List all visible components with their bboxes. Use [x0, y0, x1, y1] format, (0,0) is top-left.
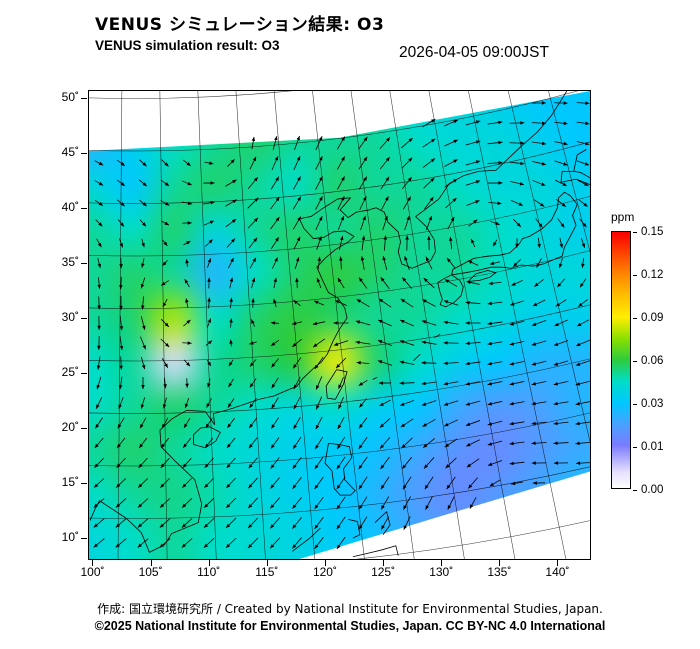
colorbar-tick [633, 361, 637, 362]
lat-tick-label: 35˚ [61, 254, 79, 269]
lon-tick [499, 560, 501, 566]
lat-tick [81, 97, 87, 99]
lat-tick [81, 152, 87, 154]
o3-field-canvas [89, 91, 590, 559]
lon-tick [266, 560, 268, 566]
page-title-english: VENUS simulation result: O3 [95, 38, 280, 53]
lat-tick-label: 30˚ [61, 309, 79, 324]
colorbar-units-label: ppm [611, 210, 635, 224]
colorbar-tick-label: 0.09 [641, 311, 664, 324]
colorbar-tick-label: 0.06 [641, 355, 664, 367]
lon-tick-label: 110˚ [197, 565, 221, 579]
lat-tick [81, 262, 87, 264]
colorbar-tick [633, 275, 637, 276]
page-title-japanese: VENUS シミュレーション結果: O3 [95, 15, 385, 35]
lon-tick [441, 560, 443, 566]
lon-tick-label: 105˚ [138, 565, 163, 579]
colorbar-tick [633, 446, 637, 448]
lat-tick [81, 483, 87, 485]
lat-tick [81, 317, 87, 319]
lon-tick [324, 560, 326, 566]
lat-tick-label: 20˚ [61, 419, 79, 434]
lon-tick-label: 130˚ [429, 565, 454, 579]
lat-tick-label: 25˚ [61, 364, 79, 379]
lon-tick [383, 560, 385, 566]
lon-tick-label: 100˚ [80, 565, 105, 579]
lat-tick [81, 372, 87, 374]
colorbar-gradient [611, 231, 631, 489]
lat-tick [81, 207, 87, 209]
lat-tick-label: 15˚ [61, 475, 79, 490]
valid-time-label: 2026-04-05 09:00JST [399, 44, 549, 61]
colorbar [611, 231, 631, 489]
lon-tick-label: 125˚ [371, 565, 396, 579]
colorbar-tick-label: 0.03 [641, 398, 664, 410]
colorbar-tick [633, 317, 637, 319]
colorbar-tick [633, 490, 637, 491]
lon-tick-label: 140˚ [545, 565, 570, 579]
lon-tick-label: 120˚ [312, 565, 337, 579]
colorbar-tick-label: 0.01 [641, 440, 664, 453]
lat-tick-label: 40˚ [61, 199, 79, 214]
lat-tick-label: 10˚ [61, 530, 79, 545]
colorbar-tick [633, 404, 637, 405]
credit-line: 作成: 国立環境研究所 / Created by National Instit… [97, 602, 603, 616]
map-plot-frame [88, 90, 591, 560]
copyright-line: ©2025 National Institute for Environment… [94, 619, 606, 633]
lat-tick [81, 427, 87, 429]
lon-tick [150, 560, 152, 566]
lon-tick [208, 560, 210, 566]
colorbar-tick-label: 0.15 [641, 226, 664, 238]
lon-tick [92, 560, 94, 566]
lon-tick-label: 135˚ [487, 565, 512, 579]
colorbar-tick-label: 0.12 [641, 269, 664, 281]
lat-tick-label: 45˚ [61, 144, 79, 159]
colorbar-tick-label: 0.00 [641, 484, 664, 496]
lon-tick-label: 115˚ [255, 565, 279, 579]
lat-tick-label: 50˚ [61, 89, 79, 104]
colorbar-tick [633, 232, 637, 233]
lat-tick [81, 538, 87, 540]
lon-tick [557, 560, 559, 566]
